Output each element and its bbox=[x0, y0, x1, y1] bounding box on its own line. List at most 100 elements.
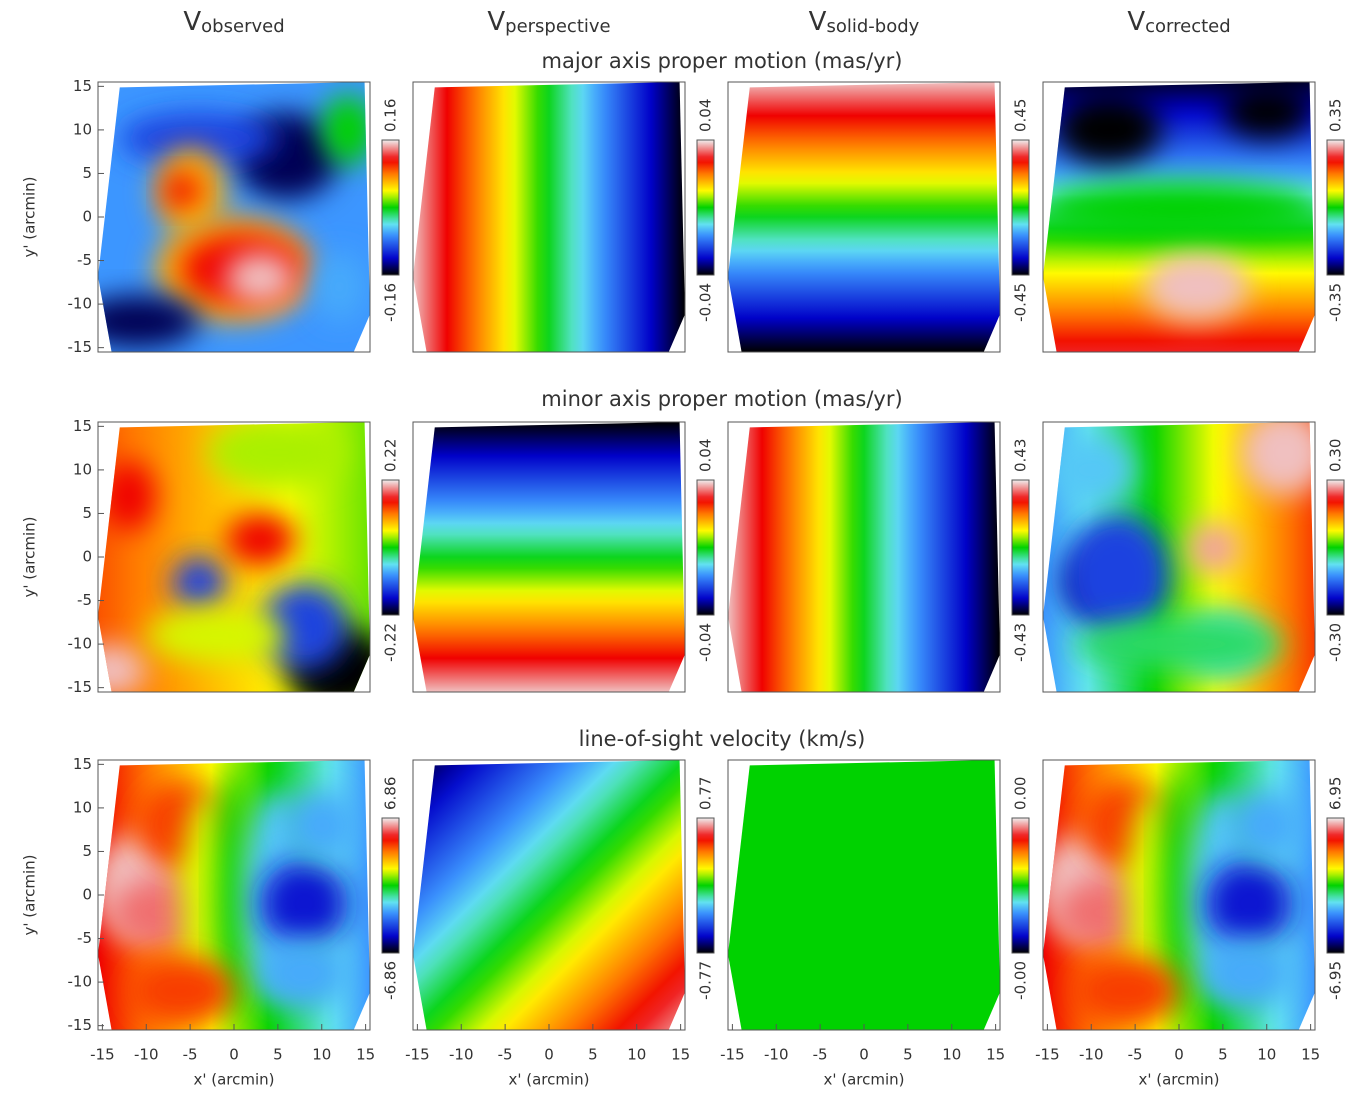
map-blob bbox=[98, 644, 147, 692]
map bbox=[728, 82, 1000, 352]
colorbar bbox=[1326, 817, 1345, 954]
x-tick-label: 15 bbox=[986, 1046, 1005, 1064]
colorbar bbox=[696, 817, 715, 954]
y-tick-label: -5 bbox=[77, 251, 92, 269]
map bbox=[1043, 422, 1315, 692]
x-tick-label: -10 bbox=[449, 1046, 474, 1064]
colorbar bbox=[1011, 479, 1030, 616]
y-tick-label: -5 bbox=[77, 929, 92, 947]
title-subscript: solid-body bbox=[826, 16, 919, 37]
map-blob bbox=[1231, 790, 1302, 861]
row-title: minor axis proper motion (mas/yr) bbox=[541, 387, 902, 411]
map-blob bbox=[1205, 860, 1294, 948]
colorbar-tick-label: -0.30 bbox=[1327, 623, 1345, 662]
map-blob bbox=[207, 422, 349, 488]
y-tick-label: -10 bbox=[68, 973, 93, 991]
column-title: Vsolid-body bbox=[809, 7, 920, 38]
colorbar-tick-label: 0.04 bbox=[697, 99, 715, 132]
map-blob bbox=[1047, 435, 1136, 505]
title-subscript: corrected bbox=[1145, 16, 1231, 37]
x-tick-label: 10 bbox=[312, 1046, 331, 1064]
x-tick-label: -5 bbox=[183, 1046, 198, 1064]
x-tick-label: -5 bbox=[1128, 1046, 1143, 1064]
x-tick-label: -10 bbox=[764, 1046, 789, 1064]
x-tick-label: 0 bbox=[544, 1046, 554, 1064]
plot-frame bbox=[727, 421, 1001, 693]
map-blob bbox=[260, 938, 349, 1009]
map-blob bbox=[1187, 522, 1241, 575]
x-tick-label: -15 bbox=[405, 1046, 430, 1064]
colorbar-tick-label: 0.22 bbox=[382, 439, 400, 472]
x-tick-label: -15 bbox=[90, 1046, 115, 1064]
row-title: major axis proper motion (mas/yr) bbox=[542, 49, 903, 73]
y-axis-label: y' (arcmin) bbox=[21, 854, 39, 935]
map bbox=[728, 422, 1000, 692]
plot-frame bbox=[1042, 421, 1316, 693]
x-tick-label: 15 bbox=[671, 1046, 690, 1064]
y-tick-label: 15 bbox=[73, 417, 92, 435]
y-tick-label: 10 bbox=[73, 798, 92, 816]
y-axis-label: y' (arcmin) bbox=[21, 516, 39, 597]
map-blob bbox=[1161, 773, 1197, 1017]
map-blob bbox=[172, 557, 226, 610]
y-tick-label: -10 bbox=[68, 295, 93, 313]
title-subscript: perspective bbox=[505, 16, 610, 37]
map-blob bbox=[1064, 513, 1171, 636]
map-blob bbox=[119, 112, 278, 165]
y-tick-label: 0 bbox=[82, 208, 92, 226]
colorbar-tick-label: -0.04 bbox=[697, 283, 715, 322]
map bbox=[413, 422, 685, 692]
colorbar-tick-label: 0.77 bbox=[697, 777, 715, 810]
x-axis-label: x' (arcmin) bbox=[1138, 1071, 1219, 1089]
title-symbol: V bbox=[809, 7, 827, 37]
map-base bbox=[413, 760, 685, 1030]
x-tick-label: -15 bbox=[1035, 1046, 1060, 1064]
x-tick-label: 0 bbox=[229, 1046, 239, 1064]
map-blob bbox=[260, 860, 349, 948]
map bbox=[98, 82, 370, 352]
colorbar bbox=[696, 139, 715, 276]
x-tick-label: 10 bbox=[627, 1046, 646, 1064]
map-blob bbox=[163, 173, 199, 209]
x-tick-label: 0 bbox=[1174, 1046, 1184, 1064]
map-blob bbox=[286, 790, 357, 861]
x-axis-label: x' (arcmin) bbox=[193, 1071, 274, 1089]
map-base bbox=[728, 760, 1000, 1030]
colorbar-tick-label: 0.43 bbox=[1012, 439, 1030, 472]
colorbar-tick-label: -6.95 bbox=[1327, 961, 1345, 1000]
x-tick-label: 15 bbox=[1301, 1046, 1320, 1064]
colorbar-tick-label: -0.35 bbox=[1327, 283, 1345, 322]
y-tick-label: 15 bbox=[73, 755, 92, 773]
map-blob bbox=[1043, 182, 1315, 235]
colorbar bbox=[1326, 139, 1345, 276]
map bbox=[413, 760, 685, 1030]
colorbar-tick-label: 6.86 bbox=[382, 777, 400, 810]
map-blob bbox=[1240, 422, 1315, 497]
y-axis-label: y' (arcmin) bbox=[21, 176, 39, 257]
title-symbol: V bbox=[487, 7, 505, 37]
colorbar bbox=[381, 139, 400, 276]
map-base bbox=[728, 82, 1000, 352]
y-tick-label: 15 bbox=[73, 77, 92, 95]
map bbox=[98, 422, 370, 692]
map-base bbox=[728, 422, 1000, 692]
colorbar-tick-label: 0.35 bbox=[1327, 99, 1345, 132]
colorbar bbox=[381, 817, 400, 954]
column-title: Vobserved bbox=[183, 7, 284, 38]
colorbar-tick-label: 0.16 bbox=[382, 99, 400, 132]
colorbar-tick-label: -0.16 bbox=[382, 283, 400, 322]
map-blob bbox=[216, 773, 252, 1017]
y-tick-label: -15 bbox=[68, 338, 93, 356]
plot-frame bbox=[727, 81, 1001, 353]
colorbar bbox=[1011, 139, 1030, 276]
plot-frame bbox=[412, 421, 686, 693]
map-blob bbox=[102, 461, 156, 531]
x-tick-label: -5 bbox=[498, 1046, 513, 1064]
y-tick-label: 10 bbox=[73, 460, 92, 478]
colorbar-tick-label: -0.22 bbox=[382, 623, 400, 662]
map-blob bbox=[1222, 86, 1311, 139]
x-tick-label: 0 bbox=[859, 1046, 869, 1064]
colorbar-tick-label: -6.86 bbox=[382, 961, 400, 1000]
plot-frame bbox=[1042, 81, 1316, 353]
